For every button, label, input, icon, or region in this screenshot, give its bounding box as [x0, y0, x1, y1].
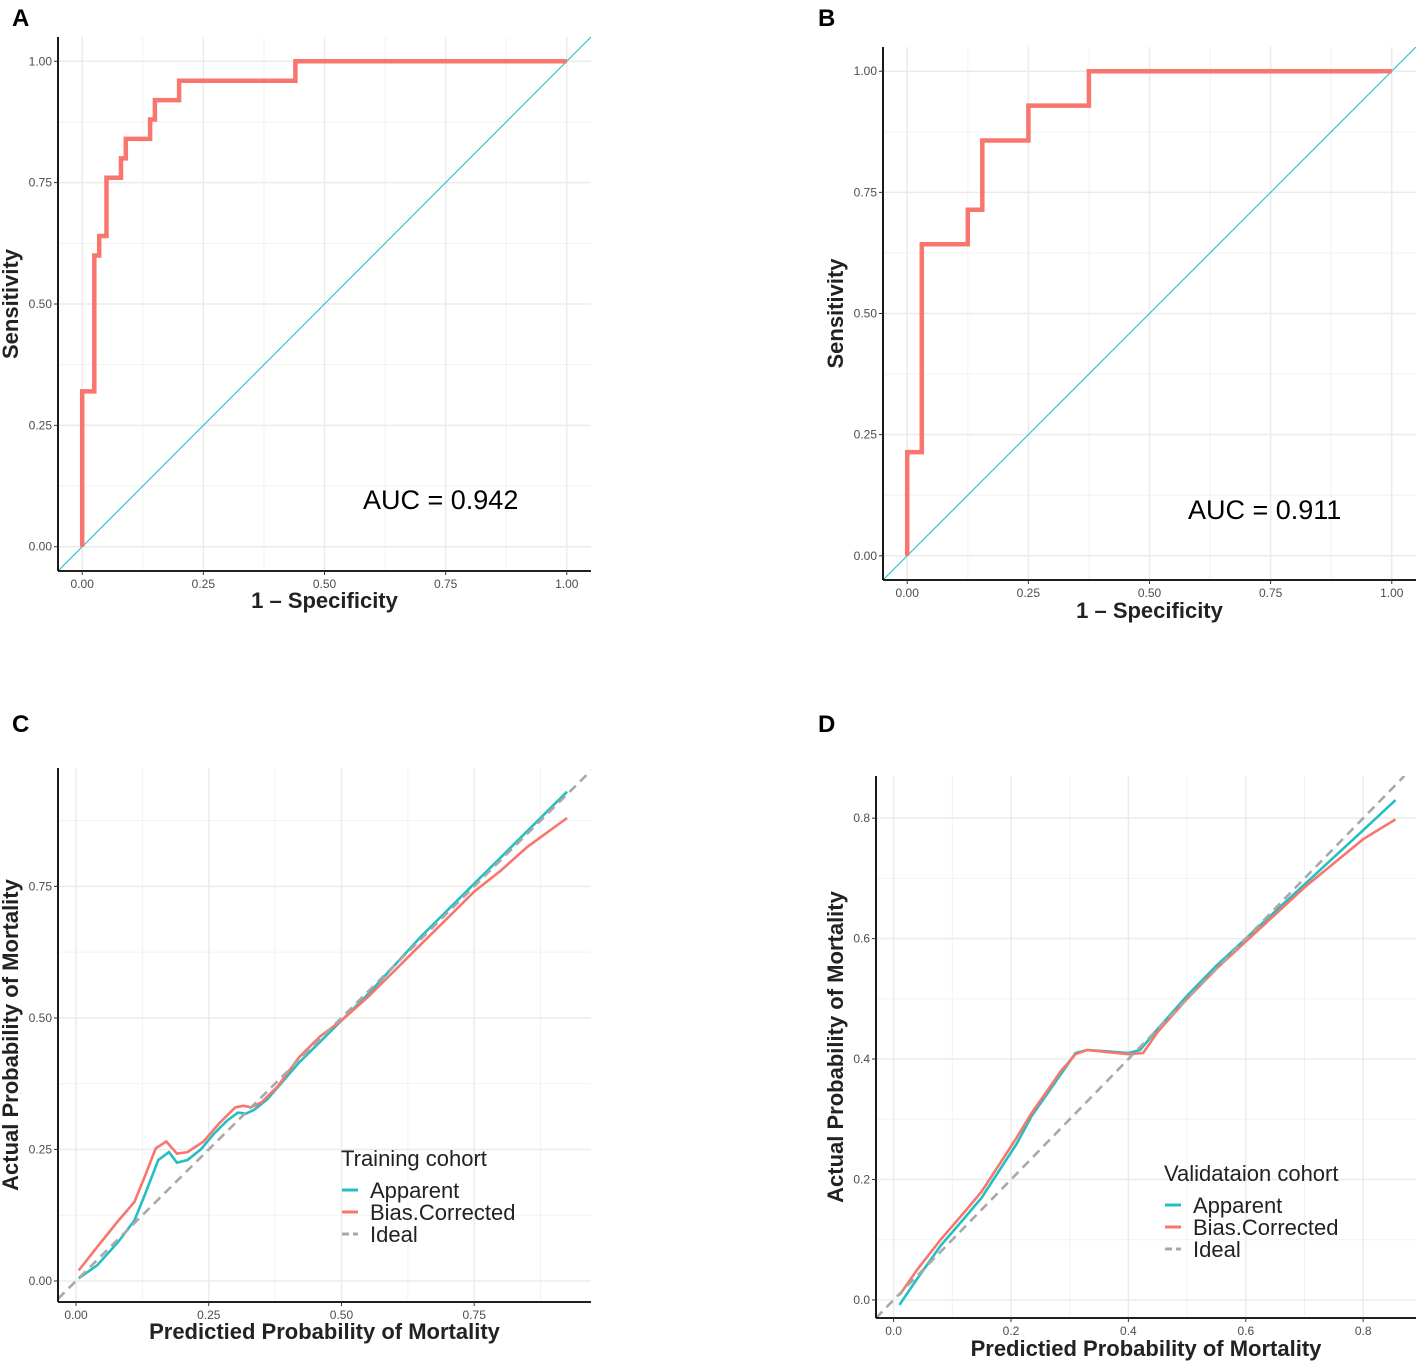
legend-label: Bias.Corrected: [370, 1200, 516, 1225]
roc-panel-training: 0.00 0.25 0.50 0.75 1.00 0.00 0.25 0.50 0.75 1.00…: [0, 37, 591, 613]
y-tick-label: 0.00: [854, 549, 878, 563]
roc-panel-validation: 0.00 0.25 0.50 0.75 1.00 0.00 0.25 0.50 0.75 1.00…: [823, 47, 1416, 623]
y-tick-label: 0.8: [853, 811, 870, 825]
y-tick-label: 0.2: [853, 1172, 870, 1186]
legend-label: Apparent: [370, 1178, 459, 1203]
y-tick-label: 0.25: [854, 428, 878, 442]
auc-annotation: AUC = 0.942: [363, 485, 518, 515]
x-tick-label: 0.00: [896, 586, 920, 600]
y-axis-title: Actual Probability of Mortality: [0, 878, 23, 1190]
series-group: [58, 37, 591, 571]
y-tick-label: 0.75: [29, 176, 53, 190]
x-tick-label: 0.75: [463, 1308, 487, 1322]
x-tick-label: 0.8: [1355, 1324, 1372, 1338]
x-tick-label: 0.6: [1237, 1324, 1254, 1338]
y-axis-title: Sensitivity: [0, 248, 23, 359]
x-tick-label: 0.00: [71, 577, 95, 591]
series-line-roc: [79, 59, 567, 547]
series-line-ideal: [58, 769, 591, 1300]
y-tick-label: 0.4: [853, 1052, 870, 1066]
legend-label: Apparent: [1193, 1193, 1282, 1218]
x-axis-title: Predictied Probability of Mortality: [149, 1319, 501, 1344]
x-tick-label: 0.25: [1017, 586, 1041, 600]
panel-letter-d: D: [818, 711, 835, 738]
panel-letter-c: C: [12, 711, 29, 738]
x-tick-label: 0.25: [192, 577, 216, 591]
y-tick-label: 0.25: [29, 418, 53, 432]
x-tick-label: 1.00: [555, 577, 579, 591]
y-tick-label: 0.75: [29, 879, 53, 893]
x-tick-label: 0.50: [330, 1308, 354, 1322]
x-axis-title: 1 – Specificity: [1076, 598, 1224, 623]
y-tick-label: 0.00: [29, 540, 53, 554]
x-tick-label: 0.75: [434, 577, 458, 591]
calibration-panel-training: 0.00 0.25 0.50 0.750.000.250.500.75Predicti…: [0, 768, 591, 1344]
series-line-reference: [883, 47, 1416, 580]
legend-title: Training cohort: [341, 1146, 487, 1171]
series-group: [876, 776, 1406, 1318]
x-tick-label: 0.75: [1259, 586, 1283, 600]
y-tick-label: 1.00: [854, 64, 878, 78]
y-tick-label: 0.75: [854, 185, 878, 199]
series-group: [883, 47, 1416, 580]
y-tick-label: 0.50: [29, 297, 53, 311]
series-group: [58, 769, 591, 1300]
x-tick-label: 0.0: [885, 1324, 902, 1338]
auc-annotation: AUC = 0.911: [1188, 495, 1341, 525]
y-axis-title: Actual Probability of Mortality: [823, 890, 848, 1202]
x-tick-label: 0.4: [1120, 1324, 1137, 1338]
series-line-reference: [58, 37, 591, 571]
series-line-apparent: [77, 790, 569, 1280]
x-tick-label: 0.25: [197, 1308, 221, 1322]
y-tick-label: 0.50: [854, 307, 878, 321]
series-line-ideal: [876, 776, 1406, 1318]
legend-label: Ideal: [370, 1222, 418, 1247]
x-tick-label: 0.50: [313, 577, 337, 591]
y-tick-label: 1.00: [29, 54, 53, 68]
y-tick-label: 0.25: [29, 1142, 53, 1156]
x-axis-title: 1 – Specificity: [251, 588, 399, 613]
x-tick-label: 1.00: [1380, 586, 1404, 600]
series-line-bias-corrected: [898, 818, 1397, 1296]
panel-letter-b: B: [818, 5, 835, 32]
y-tick-label: 0.00: [29, 1274, 53, 1288]
y-tick-label: 0.50: [29, 1011, 53, 1025]
x-tick-label: 0.50: [1138, 586, 1162, 600]
legend-label: Bias.Corrected: [1193, 1215, 1339, 1240]
y-tick-label: 0.6: [853, 932, 870, 946]
legend-label: Ideal: [1193, 1237, 1241, 1262]
y-axis-title: Sensitivity: [823, 258, 848, 369]
x-tick-label: 0.00: [64, 1308, 88, 1322]
panel-letter-a: A: [12, 5, 29, 32]
calibration-panel-validation: 0.0 0.2 0.4 0.6 0.8 0.0 0.2 0.4 0.6 0.8 Predictied…: [823, 776, 1416, 1361]
series-line-roc: [904, 68, 1392, 556]
x-tick-label: 0.2: [1003, 1324, 1020, 1338]
legend-title: Validataion cohort: [1164, 1161, 1339, 1186]
x-axis-title: Predictied Probability of Mortality: [971, 1336, 1323, 1361]
y-tick-label: 0.0: [853, 1293, 870, 1307]
